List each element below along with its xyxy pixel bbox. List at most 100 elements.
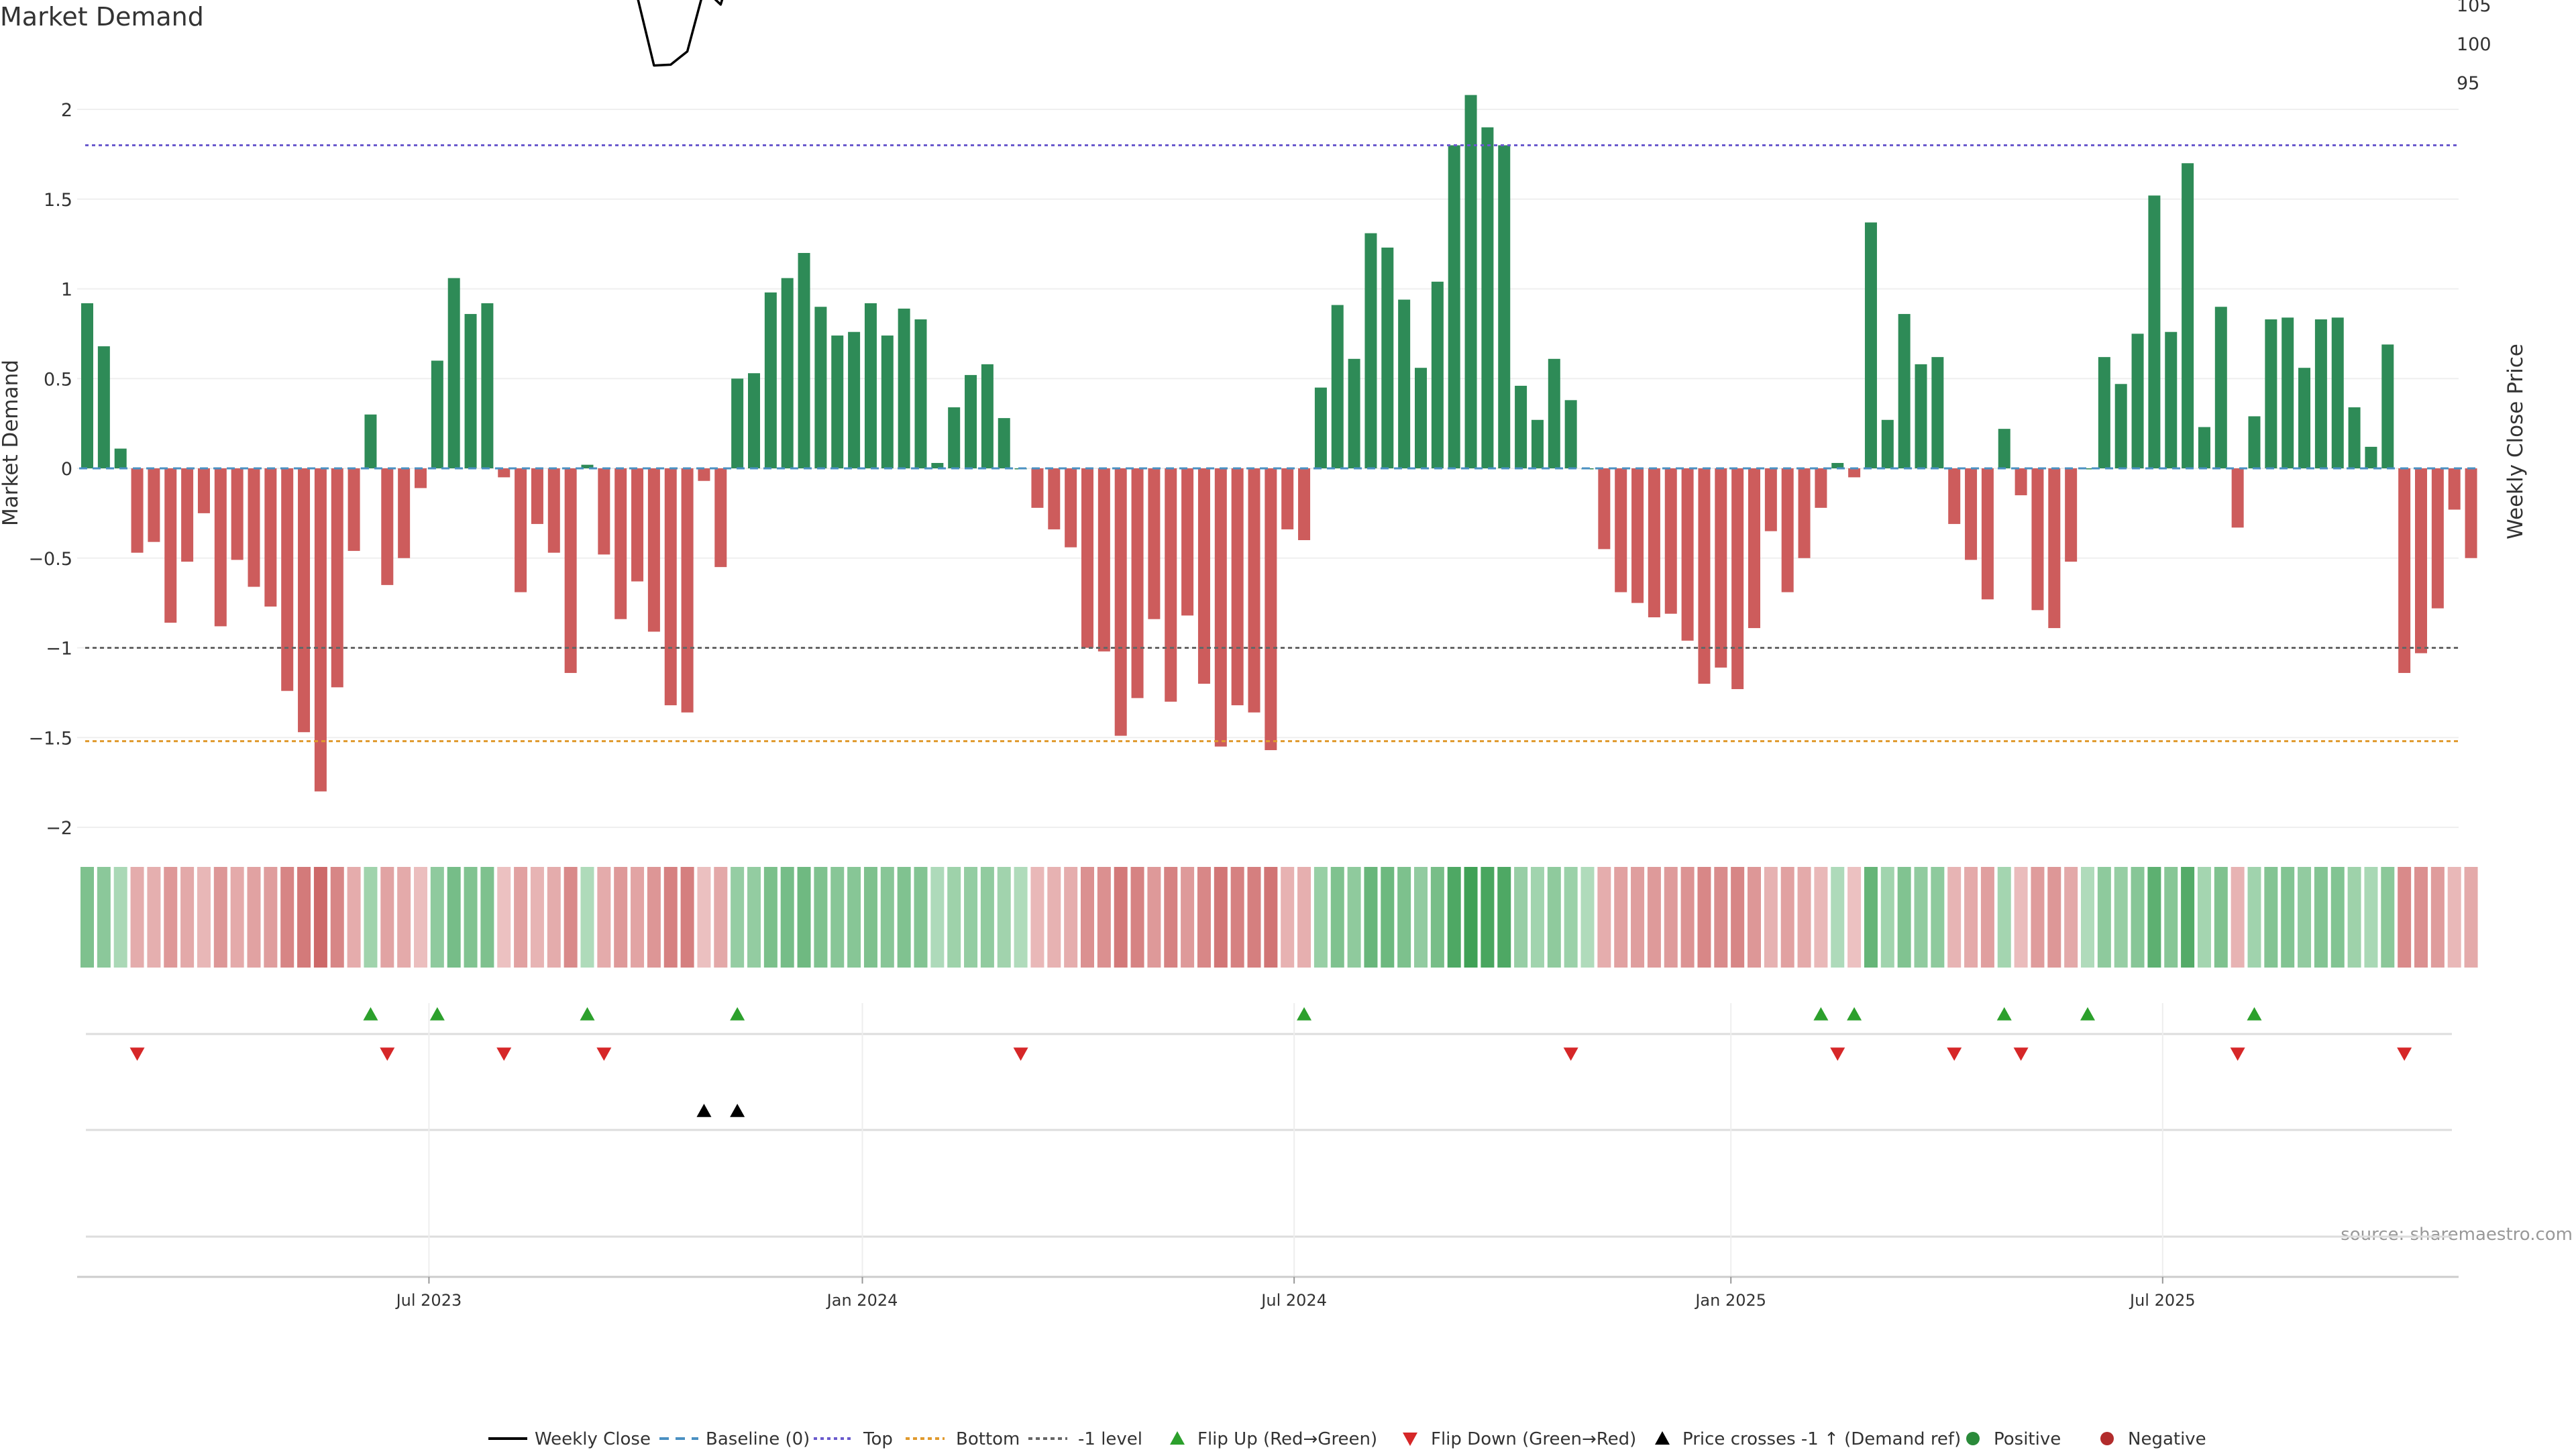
- heat-cell: [2064, 867, 2078, 968]
- heat-cell: [80, 867, 94, 968]
- demand-bar: [1381, 247, 1394, 468]
- heat-cell: [514, 867, 528, 968]
- heat-cell: [2081, 867, 2094, 968]
- demand-bar: [1815, 468, 1827, 508]
- reference-levels: [79, 144, 2479, 743]
- x-tick-label: Jul 2023: [395, 1291, 462, 1310]
- heat-cell: [530, 867, 544, 968]
- demand-bar: [1165, 468, 1177, 702]
- demand-bar: [898, 308, 910, 468]
- heat-cell: [1997, 867, 2011, 968]
- heat-cell: [230, 867, 244, 968]
- demand-bar: [1598, 468, 1611, 550]
- demand-bar: [1348, 358, 1360, 468]
- demand-bar: [1298, 468, 1311, 540]
- heat-cell: [414, 867, 427, 968]
- heat-cell: [497, 867, 511, 968]
- demand-bar: [914, 319, 927, 468]
- heat-cell: [1447, 867, 1461, 968]
- heat-cell: [930, 867, 945, 968]
- demand-bar: [1915, 364, 1927, 468]
- x-tick-label: Jan 2024: [826, 1291, 898, 1310]
- demand-bar: [2098, 357, 2110, 468]
- demand-bar: [1615, 468, 1627, 592]
- demand-bar: [1898, 313, 1911, 468]
- heat-cell: [2298, 867, 2312, 968]
- heat-cell: [2430, 867, 2445, 968]
- demand-bar: [447, 278, 460, 468]
- legend-label-minus-one: -1 level: [1078, 1429, 1142, 1449]
- demand-bar: [698, 468, 710, 481]
- demand-bar: [1948, 468, 1961, 524]
- heat-cell: [1714, 867, 1728, 968]
- heat-cell: [1814, 867, 1828, 968]
- heat-cell: [697, 867, 711, 968]
- demand-bar: [2398, 468, 2411, 673]
- legend-swatch-positive: [1966, 1432, 1980, 1445]
- demand-bar: [1664, 468, 1677, 614]
- heat-cell: [2330, 867, 2345, 968]
- demand-bar: [248, 468, 260, 587]
- demand-bar: [647, 468, 660, 632]
- heat-cell: [1864, 867, 1878, 968]
- y-left-tick-label: 0: [61, 459, 72, 480]
- demand-bar: [331, 468, 343, 688]
- demand-bar: [1481, 127, 1494, 468]
- demand-bar: [148, 468, 160, 542]
- demand-bar: [748, 373, 760, 468]
- flip-down-marker: [596, 1047, 612, 1061]
- legend-swatch-cross: [1655, 1431, 1670, 1445]
- y-right-tick-label: 105: [2457, 0, 2491, 16]
- demand-bar: [2248, 416, 2261, 468]
- heat-cell: [2097, 867, 2111, 968]
- heat-cell: [1580, 867, 1595, 968]
- demand-bar: [1031, 468, 1044, 508]
- demand-bar: [1548, 358, 1560, 468]
- heat-cell: [763, 867, 777, 968]
- y-left-tick-label: −1.5: [28, 728, 72, 749]
- heat-cell: [1264, 867, 1278, 968]
- demand-bar: [1564, 400, 1577, 468]
- demand-bar: [1314, 387, 1327, 468]
- y-axis-right-label: Weekly Close Price: [2504, 344, 2528, 539]
- demand-bar: [1097, 468, 1110, 652]
- heat-cell: [2247, 867, 2261, 968]
- demand-bar: [2465, 468, 2477, 558]
- legend: Weekly Close Baseline (0) Top Bottom -1 leve…: [488, 1429, 2206, 1449]
- heat-cell: [1414, 867, 1428, 968]
- demand-bar: [1764, 468, 1777, 531]
- demand-bar: [1531, 419, 1544, 468]
- demand-bar: [1081, 468, 1093, 648]
- y-left-tick-label: 2: [61, 100, 72, 121]
- demand-bar: [2348, 407, 2361, 468]
- heat-cell: [1664, 867, 1678, 968]
- demand-bar: [864, 303, 877, 468]
- heat-cell: [897, 867, 911, 968]
- heat-cell: [1364, 867, 1378, 968]
- demand-bar: [1715, 468, 1727, 668]
- legend-swatch-flip-down: [1403, 1433, 1417, 1446]
- heat-cell: [1547, 867, 1561, 968]
- demand-bar: [814, 307, 827, 468]
- heat-cell: [97, 867, 111, 968]
- legend-swatch-negative: [2100, 1432, 2114, 1445]
- cross-up-marker: [730, 1104, 745, 1117]
- demand-bar: [981, 364, 994, 468]
- demand-bar: [965, 374, 977, 468]
- demand-bar: [1681, 468, 1694, 641]
- legend-label-flip-up: Flip Up (Red→Green): [1197, 1429, 1377, 1449]
- demand-bar: [97, 346, 110, 468]
- demand-bar: [1197, 468, 1210, 684]
- demand-bars: [81, 95, 2477, 792]
- demand-bar: [1831, 462, 1844, 468]
- heat-cell: [1430, 867, 1444, 968]
- demand-bar: [347, 468, 360, 552]
- heat-cell: [1247, 867, 1261, 968]
- heat-cell: [1397, 867, 1411, 968]
- demand-bar: [1148, 468, 1161, 619]
- demand-bar: [1231, 468, 1244, 706]
- heat-cell: [2464, 867, 2478, 968]
- heat-cell: [1964, 867, 1978, 968]
- y-left-tick-label: −2: [46, 818, 72, 839]
